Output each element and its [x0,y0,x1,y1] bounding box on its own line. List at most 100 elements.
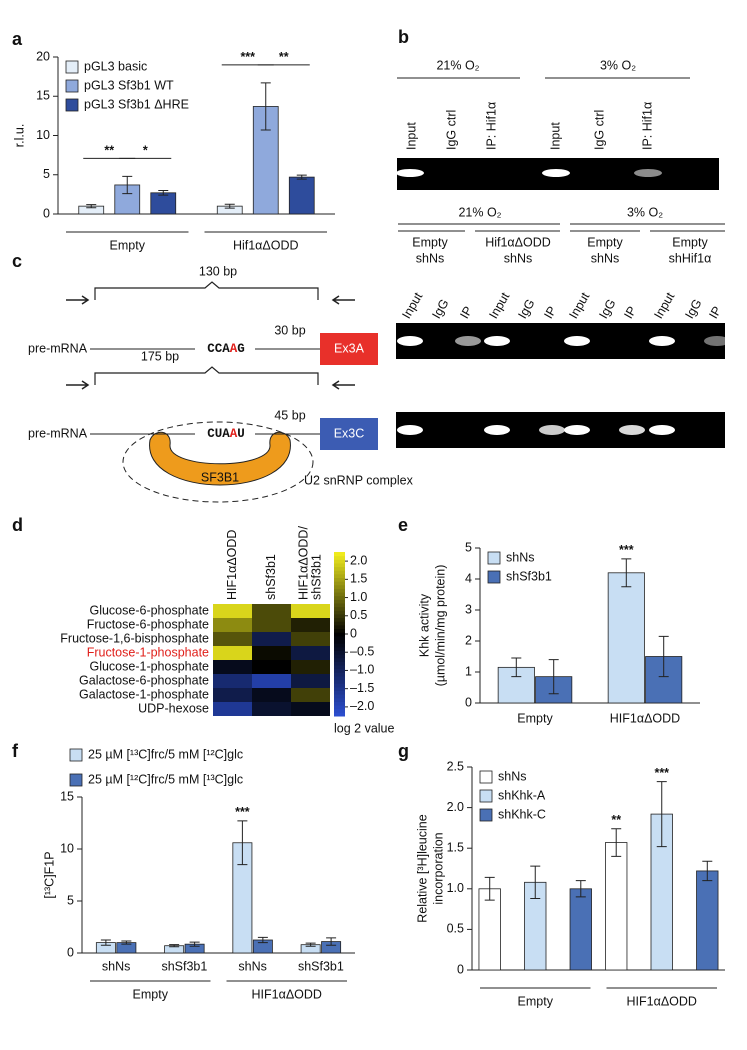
x-tick-label: Empty [517,711,553,725]
colorbar-step [334,661,345,666]
colorbar-step [334,562,345,568]
panel-letter: a [12,29,23,49]
bar [696,870,719,971]
colorbar-step [334,588,345,593]
colorbar-tick-label: 0 [350,626,357,640]
y-tick-label: 1.5 [447,840,464,854]
colorbar-step [334,581,345,586]
gel [396,323,725,359]
error-bar [702,860,713,882]
lane-label: IP: Hif1α [640,102,654,150]
x-tick-label: shNs [238,959,266,973]
error-bar [305,942,316,947]
rna-label: pre-mRNA [28,426,88,440]
colorbar-step [334,635,345,640]
colorbar-step [334,679,345,684]
colorbar-step [334,628,345,633]
condition-label: Empty [587,235,623,249]
y-tick-label: 1.0 [447,881,464,895]
exon [320,418,378,450]
colorbar-step [334,643,345,648]
legend-label: 25 µM [¹³C]frc/5 mM [¹²C]glc [88,747,243,761]
gel-band [649,336,675,346]
y-tick-label: 0 [43,206,50,220]
colorbar-step [334,555,345,560]
bracket [94,281,319,300]
lane-label: Input [566,290,592,322]
colorbar-step [334,632,345,637]
x-tick-label: HIF1αΔODD [627,994,697,1008]
colorbar-step [334,705,345,710]
row-label: Fructose-1-phosphate [87,645,209,659]
x-tick-label: Empty [110,238,146,252]
oxygen-label: 21% O₂ [458,205,501,219]
y-tick-label: 3 [465,602,472,616]
rna-label: pre-mRNA [28,341,88,355]
gel-band [564,425,590,435]
condition-label: shNs [416,251,444,265]
y-axis-label: r.l.u. [12,124,26,148]
y-tick-label: 2.5 [447,759,464,773]
colorbar-step [334,621,345,626]
heat-cell [213,674,252,688]
y-tick-label: 2.0 [447,800,464,814]
condition-label: shHif1α [669,251,712,265]
colorbar-step [334,592,345,597]
gel-band [704,336,730,346]
panel-letter: d [12,515,23,535]
y-tick-label: 5 [43,167,50,181]
motif-part: A [230,342,238,356]
condition-label: Empty [412,235,448,249]
colorbar-tick-label: 1.0 [350,590,367,604]
error-bar [611,828,622,857]
motif-background [195,341,255,357]
y-tick-label: 15 [36,89,50,103]
heat-cell [213,660,252,674]
legend-swatch [487,551,501,565]
colorbar-tick-label: –1.0 [350,663,374,677]
condition-label: shNs [591,251,619,265]
error-bar [658,635,669,678]
x-tick-label: HIF1αΔODD [610,711,680,725]
heat-cell [213,646,252,660]
legend-label: shKhk-C [498,807,546,821]
bracket [94,366,319,385]
bracket-label: 175 bp [141,349,179,363]
lane-label: IgG [515,297,537,321]
colorbar-step [334,577,345,582]
oxygen-label: 3% O₂ [627,205,663,219]
group-label: Empty [133,987,169,1001]
panel-letter: e [398,515,408,535]
x-tick-label: Empty [518,994,554,1008]
error-bar [548,659,559,695]
y-tick-label: 0 [465,695,472,709]
legend-swatch [69,773,83,787]
error-bar [484,876,495,901]
motif-part: CCA [207,342,230,356]
bar [605,842,628,971]
legend-label: shKhk-A [498,788,546,802]
y-tick-label: 1 [465,664,472,678]
heat-cell [213,702,252,716]
legend-label: shNs [506,550,534,564]
heat-cell [291,632,330,646]
condition-label: shNs [504,251,532,265]
colorbar-tick-label: 1.5 [350,572,367,586]
error-bar [621,558,632,588]
gel-band [396,169,424,177]
y-axis-label: incorporation [431,832,445,904]
group-label: HIF1αΔODD [252,987,322,1001]
colorbar-step [334,646,345,651]
colorbar-step [334,595,345,600]
panel-letter: b [398,27,409,47]
gel-band [564,336,590,346]
significance-label: *** [619,543,634,557]
colorbar-step [334,650,345,655]
legend-swatch [479,770,493,784]
error-bar [100,939,111,946]
y-axis-label: Khk activity [417,593,431,657]
y-tick-label: 20 [36,49,50,63]
heat-cell [291,646,330,660]
lane-label: IP: Hif1α [484,102,498,150]
legend-swatch [65,60,79,74]
